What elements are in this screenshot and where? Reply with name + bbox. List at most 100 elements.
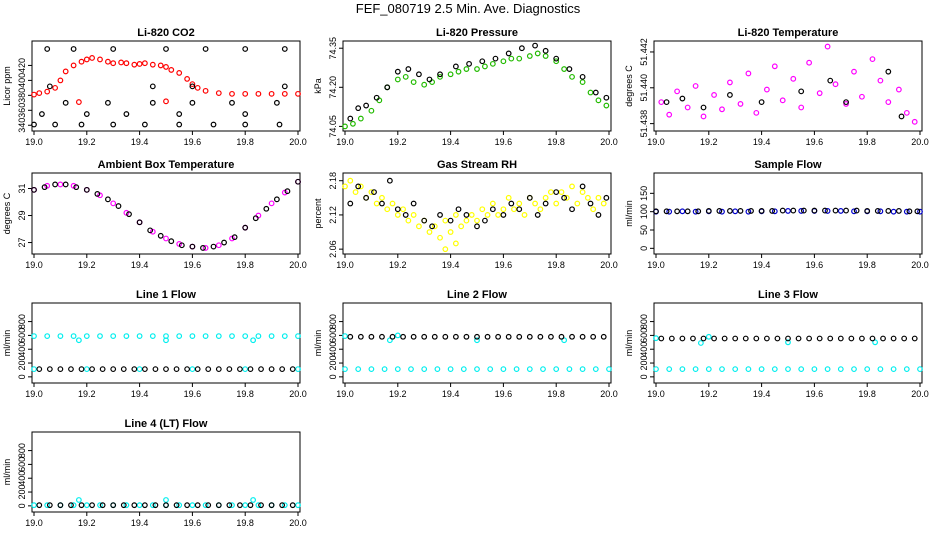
data-point: [851, 68, 857, 75]
panel-10: Line 4 (LT) Flow ml/min 19.0 19.2 19.4 19.6 19…: [2, 418, 307, 528]
data-point: [141, 502, 148, 509]
data-point: [737, 101, 744, 107]
data-point: [824, 208, 831, 214]
data-point: [110, 366, 117, 373]
data-point: [426, 229, 433, 235]
data-point: [692, 83, 699, 89]
data-point: [495, 212, 502, 218]
data-point: [178, 242, 185, 249]
data-point: [381, 366, 388, 373]
data-point: [463, 217, 470, 224]
data-point: [215, 90, 222, 97]
data-point: [31, 333, 37, 339]
data-point: [123, 502, 130, 509]
data-point: [31, 91, 37, 98]
data-point: [83, 366, 90, 373]
data-point: [163, 64, 169, 70]
data-point: [442, 246, 449, 253]
data-point: [202, 245, 209, 251]
data-point: [474, 333, 480, 340]
data-point: [97, 56, 103, 63]
data-point: [268, 502, 275, 509]
data-point: [716, 208, 723, 214]
data-point: [500, 58, 507, 65]
x-tick-label: 19.0: [647, 389, 665, 399]
x-tick-label: 19.0: [336, 137, 354, 147]
data-point: [120, 502, 127, 509]
data-point: [890, 366, 897, 373]
data-point: [864, 208, 871, 214]
data-point: [355, 105, 362, 112]
data-point: [827, 335, 834, 342]
y-tick-label: 400: [17, 342, 27, 357]
data-point: [758, 366, 765, 373]
data-point: [558, 333, 565, 340]
data-point: [273, 99, 280, 106]
y-tick-label: 360: [17, 103, 27, 118]
x-tick-label: 19.2: [389, 260, 407, 270]
data-point: [157, 62, 164, 69]
data-point: [542, 53, 549, 59]
data-point: [281, 83, 288, 90]
x-tick-label: 19.6: [184, 137, 202, 147]
data-point: [83, 111, 90, 117]
data-point: [455, 68, 462, 75]
y-tick-label: 200: [328, 356, 338, 371]
y-axis-label: ml/min: [624, 330, 634, 357]
data-point: [666, 366, 673, 373]
data-point: [771, 366, 778, 373]
y-axis-label: percent: [313, 198, 323, 229]
data-point: [289, 502, 296, 509]
data-point: [447, 71, 454, 78]
data-point: [268, 366, 275, 373]
data-point: [149, 333, 156, 339]
data-point: [342, 333, 348, 339]
data-point: [798, 208, 805, 214]
data-point: [674, 208, 681, 215]
data-point: [666, 208, 673, 215]
data-point: [508, 200, 515, 207]
data-point: [295, 366, 301, 373]
y-tick-label: 150: [639, 186, 649, 201]
data-point: [606, 366, 612, 373]
data-point: [890, 208, 897, 215]
x-tick-label: 19.4: [753, 389, 771, 399]
series-black: [663, 68, 905, 120]
data-point: [806, 59, 813, 66]
y-tick-label: 0: [639, 374, 649, 379]
data-point: [410, 333, 417, 340]
data-point: [131, 502, 138, 509]
data-point: [247, 502, 254, 509]
x-tick-label: 19.4: [753, 260, 771, 270]
data-point: [421, 217, 428, 224]
data-point: [184, 366, 191, 373]
x-tick-label: 19.0: [336, 260, 354, 270]
y-tick-label: 100: [639, 204, 649, 219]
data-point: [526, 53, 533, 59]
data-point: [41, 184, 48, 191]
data-point: [416, 223, 422, 230]
data-point: [579, 183, 586, 190]
chart-title: Li-820 Temperature: [738, 27, 839, 39]
data-point: [508, 55, 515, 62]
x-tick-label: 20.0: [911, 260, 929, 270]
data-point: [474, 66, 480, 72]
data-point: [816, 335, 823, 342]
x-tick-label: 20.0: [289, 137, 307, 147]
data-point: [455, 206, 462, 213]
panel-4: Ambient Box Temperature degrees C 19.0 19.2…: [2, 159, 307, 270]
data-point: [653, 335, 659, 342]
x-tick-label: 19.4: [131, 137, 149, 147]
data-point: [500, 212, 507, 218]
data-point: [442, 333, 449, 340]
x-tick-label: 19.2: [700, 260, 718, 270]
data-point: [149, 99, 156, 106]
data-point: [679, 366, 686, 373]
data-point: [194, 84, 201, 91]
x-tick-label: 19.4: [131, 389, 149, 399]
y-tick-label: 600: [17, 328, 27, 343]
x-tick-label: 19.8: [858, 260, 876, 270]
data-point: [97, 502, 103, 509]
data-point: [75, 497, 82, 503]
